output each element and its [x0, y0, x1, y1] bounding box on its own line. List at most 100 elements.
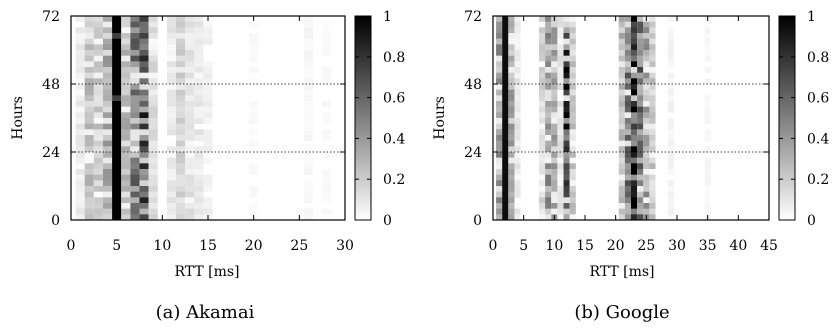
x-tick-label: 5	[519, 238, 528, 254]
heatmap-cell	[102, 174, 113, 181]
heatmap-cell	[75, 95, 85, 102]
heatmap-cell	[624, 89, 631, 96]
heatmap-cell	[643, 27, 650, 34]
heatmap-cell	[166, 129, 177, 136]
heatmap-cell	[539, 106, 546, 113]
heatmap-cell	[148, 101, 158, 107]
heatmap-cell	[148, 186, 158, 192]
heatmap-cell	[649, 78, 656, 85]
heatmap-cell	[102, 180, 113, 187]
heatmap-cell	[121, 186, 131, 192]
heatmap-cell	[704, 186, 711, 192]
heatmap-cell	[649, 21, 656, 28]
x-tick-label: 10	[545, 238, 563, 254]
heatmap-cell	[667, 55, 674, 62]
heatmap-cell	[563, 169, 570, 175]
heatmap-cell	[112, 140, 122, 147]
heatmap-cell	[643, 163, 650, 170]
heatmap-cell	[166, 123, 177, 130]
heatmap-cell	[569, 174, 576, 181]
x-tick-label: 25	[290, 238, 308, 254]
heatmap-cell	[508, 140, 515, 147]
heatmap-cell	[514, 140, 521, 147]
heatmap-cell	[514, 146, 521, 153]
heatmap-cell	[194, 112, 204, 119]
heatmap-cell	[551, 61, 558, 68]
heatmap-cell	[303, 38, 314, 45]
heatmap-cell	[121, 84, 131, 90]
heatmap-cell	[667, 123, 674, 130]
heatmap-cell	[624, 146, 631, 153]
heatmap-cell	[667, 50, 674, 56]
heatmap-cell	[624, 61, 631, 68]
heatmap-cell	[569, 118, 576, 124]
heatmap-cell	[514, 129, 521, 136]
heatmap-cell	[624, 78, 631, 85]
heatmap-cell	[84, 106, 94, 113]
heatmap-cell	[203, 106, 213, 113]
heatmap-cell	[75, 203, 85, 209]
heatmap-cell	[637, 50, 644, 56]
heatmap-cell	[563, 186, 570, 192]
heatmap-cell	[643, 95, 650, 102]
heatmap-cell	[194, 169, 204, 175]
heatmap-cell	[102, 50, 113, 56]
heatmap-cell	[139, 50, 149, 56]
heatmap-cell	[624, 106, 631, 113]
heatmap-cell	[539, 203, 546, 209]
heatmap-cell	[303, 186, 314, 192]
heatmap-cell	[148, 169, 158, 175]
heatmap-cell	[130, 135, 140, 141]
heatmap-cell	[194, 146, 204, 153]
heatmap-cell	[185, 72, 195, 79]
heatmap-cell	[637, 61, 644, 68]
heatmap-cell	[166, 203, 177, 209]
heatmap-cell	[185, 203, 195, 209]
heatmap-cell	[84, 191, 94, 198]
heatmap-cell	[514, 135, 521, 141]
heatmap-cell	[496, 203, 503, 209]
heatmap-cell	[545, 123, 552, 130]
heatmap-cell	[545, 67, 552, 73]
heatmap-cell	[551, 50, 558, 56]
heatmap-cell	[322, 112, 332, 119]
heatmap-cell	[631, 55, 638, 62]
heatmap-cell	[551, 21, 558, 28]
heatmap-cell	[514, 33, 521, 39]
heatmap-cell	[557, 174, 564, 181]
heatmap-cell	[130, 118, 140, 124]
heatmap-cell	[139, 38, 149, 45]
heatmap-cell	[508, 186, 515, 192]
reference-lines	[493, 83, 769, 153]
heatmap-cell	[185, 180, 195, 187]
heatmap-cell	[624, 112, 631, 119]
heatmap-cell	[631, 89, 638, 96]
heatmap-cell	[84, 44, 94, 51]
heatmap-cell	[557, 38, 564, 45]
heatmap-cell	[194, 101, 204, 107]
heatmap-cell	[502, 106, 509, 113]
heatmap-cell	[166, 208, 177, 215]
caption-akamai: (a) Akamai	[156, 302, 255, 323]
heatmap-cell	[569, 95, 576, 102]
heatmap-cell	[649, 55, 656, 62]
heatmap-cell	[551, 152, 558, 158]
heatmap-cells	[75, 16, 332, 221]
heatmap-cell	[637, 16, 644, 22]
heatmap-cell	[84, 163, 94, 170]
heatmap-cell	[194, 203, 204, 209]
heatmap-cell	[249, 33, 259, 39]
heatmap-cell	[563, 135, 570, 141]
heatmap-cell	[121, 152, 131, 158]
y-axis-label: Hours	[10, 96, 26, 140]
heatmap-cell	[176, 174, 186, 181]
heatmap-cell	[166, 55, 177, 62]
heatmap-cell	[569, 50, 576, 56]
heatmap-cell	[551, 95, 558, 102]
heatmap-cell	[130, 61, 140, 68]
heatmap-cell	[643, 135, 650, 141]
heatmap-cell	[303, 84, 314, 90]
heatmap-cell	[84, 101, 94, 107]
y-tick-label: 48	[464, 77, 482, 93]
heatmap-cell	[631, 38, 638, 45]
